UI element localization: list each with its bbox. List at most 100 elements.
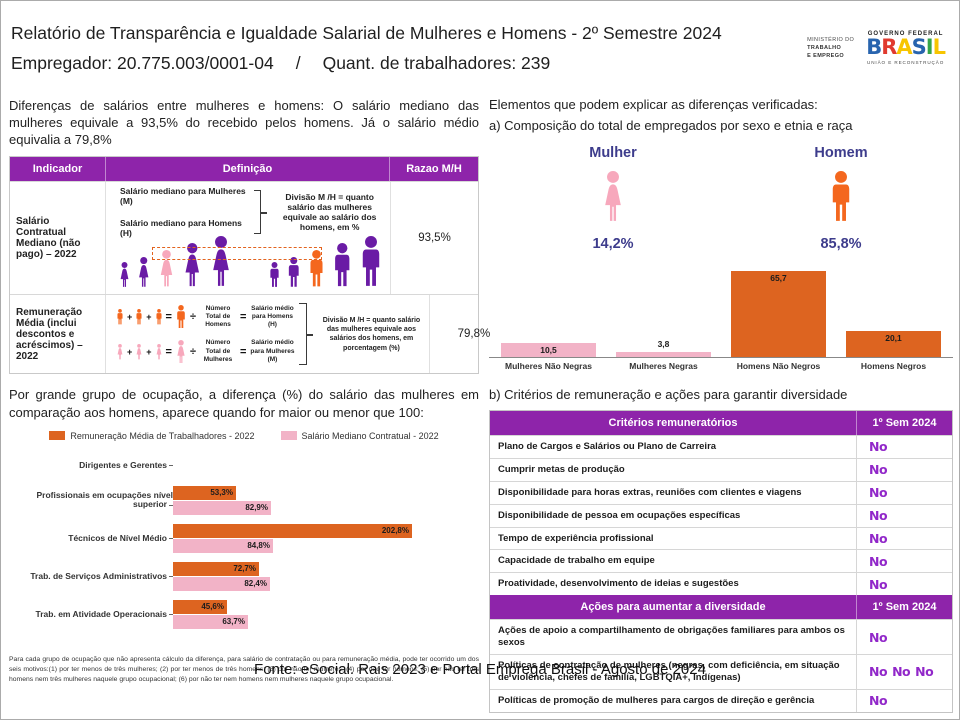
definition-cell: + + = ÷ Número Total de Homens = Salário… <box>106 295 429 373</box>
bar: 202,8% <box>173 523 412 538</box>
occupation-bars: 53,3% 82,9% <box>173 485 271 515</box>
criteria-row: Plano de Cargos e Salários ou Plano de C… <box>490 435 952 458</box>
bar <box>616 352 711 357</box>
chart-legend: Remuneração Média de Trabalhadores - 202… <box>9 431 479 441</box>
nao-icon: No <box>869 553 888 569</box>
brasil-letter: A <box>896 35 912 59</box>
mulher-percentage: 14,2% <box>592 236 634 252</box>
ministry-line: TRABALHO <box>807 44 842 51</box>
criteria-row: Tempo de experiência profissional No <box>490 526 952 550</box>
male-icon <box>155 309 162 325</box>
legend-label: Salário Mediano Contratual - 2022 <box>301 430 439 441</box>
occupation-row: Profissionais em ocupações nível superio… <box>9 485 479 515</box>
criteria-label: Políticas de contratação de mulheres (ne… <box>498 659 840 683</box>
mulher-block: Mulher 14,2% <box>553 145 673 252</box>
bar: 72,7% <box>173 561 259 576</box>
nao-icon: No <box>869 693 888 709</box>
nao-icon: No <box>869 485 888 501</box>
actions-period: 1º Sem 2024 <box>856 595 952 620</box>
occupation-row: Dirigentes e Gerentes <box>9 455 479 477</box>
bar: 53,3% <box>173 485 236 500</box>
criteria-row: Políticas de promoção de mulheres para c… <box>490 688 952 712</box>
composition-bar-slot: 20,1 <box>836 265 951 357</box>
nao-icon: No <box>869 530 888 546</box>
chart-footnote: Para cada grupo de ocupação que não apre… <box>9 655 479 684</box>
occupation-label: Trab. em Atividade Operacionais <box>9 609 173 619</box>
occupation-intro: Por grande grupo de ocupação, a diferenç… <box>9 387 479 420</box>
male-icon <box>362 236 380 287</box>
government-logos: MINISTÉRIO DO TRABALHO E EMPREGO GOVERNO… <box>807 31 946 65</box>
homem-block: Homem 85,8% <box>781 145 901 252</box>
indicator-table-header: Indicador Definição Razao M/H <box>10 157 478 182</box>
homem-percentage: 85,8% <box>820 236 862 252</box>
definition-cell: Salário mediano para Mulheres (M) Salári… <box>106 182 390 294</box>
men-divisor-label: Número Total de Homens <box>205 305 231 329</box>
division-explainer: Divisão M /H = quanto salário das mulher… <box>282 192 377 233</box>
col-indicador: Indicador <box>10 157 106 182</box>
occupation-row: Trab. de Serviços Administrativos 72,7% 82… <box>9 561 479 591</box>
indicator-table: Indicador Definição Razao M/H Salário Co… <box>9 156 490 375</box>
female-icon <box>136 343 142 359</box>
bar-value-label: 20,1 <box>885 333 902 343</box>
women-result-label: Salário médio para Mulheres (M) <box>250 339 295 363</box>
median-highlight-box <box>152 247 322 261</box>
x-axis-label: Homens Não Negros <box>736 361 821 371</box>
nao-icon: No <box>869 576 888 592</box>
occupation-row: Técnicos de Nível Médio 202,8% 84,8% <box>9 523 479 553</box>
median-women-label: Salário mediano para Mulheres (M) <box>120 186 246 207</box>
col-razao: Razao M/H <box>406 163 462 176</box>
ministry-line: MINISTÉRIO DO <box>807 36 855 43</box>
status-cell: No <box>856 481 952 504</box>
status-cell: No <box>856 504 952 527</box>
nao-icon: No <box>869 629 888 645</box>
nao-icon: No <box>915 664 934 680</box>
bar: 82,4% <box>173 576 270 591</box>
occupation-label: Trab. de Serviços Administrativos <box>9 571 173 581</box>
occupation-label: Técnicos de Nível Médio <box>9 533 173 543</box>
criteria-row: Proatividade, desenvolvimento de ideias … <box>490 572 952 596</box>
criteria-row: Capacidade de trabalho em equipe No <box>490 549 952 573</box>
status-cell: No <box>856 458 952 481</box>
composition-bar-slot: 65,7 <box>721 265 836 357</box>
criteria-header: Critérios remuneratórios 1º Sem 2024 <box>490 411 952 435</box>
criteria-row: Políticas de contratação de mulheres (ne… <box>490 653 952 689</box>
criteria-label: Tempo de experiência profissional <box>498 532 654 544</box>
nao-icon: No <box>869 462 888 478</box>
criteria-label: Disponibilidade para horas extras, reuni… <box>498 486 802 498</box>
occupation-bars: 72,7% 82,4% <box>173 561 270 591</box>
criteria-label: Capacidade de trabalho em equipe <box>498 555 655 567</box>
criteria-label: Plano de Cargos e Salários ou Plano de C… <box>498 441 717 452</box>
criteria-header-label: Critérios remuneratórios <box>608 417 738 429</box>
nao-icon: No <box>869 439 888 455</box>
female-icon <box>213 236 229 287</box>
female-icon <box>605 171 621 221</box>
page-title: Relatório de Transparência e Igualdade S… <box>11 23 722 43</box>
criteria-label: Ações de apoio a compartilhamento de obr… <box>498 625 845 648</box>
bar <box>731 271 826 357</box>
elements-title: Elementos que podem explicar as diferenç… <box>489 97 818 112</box>
bar: 63,7% <box>173 614 248 629</box>
male-icon <box>117 309 123 325</box>
occupation-bar-chart: Dirigentes e Gerentes Profissionais em oc… <box>9 455 479 629</box>
occupation-row: Trab. em Atividade Operacionais 45,6% 63,7… <box>9 599 479 629</box>
criteria-period: 1º Sem 2024 <box>856 411 952 435</box>
criteria-label: Proatividade, desenvolvimento de ideias … <box>498 578 739 590</box>
actions-header: Ações para aumentar a diversidade 1º Sem… <box>490 595 952 620</box>
composition-bar-slot: 3,8 <box>606 265 721 357</box>
criteria-row: Cumprir metas de produção No <box>490 457 952 481</box>
male-icon <box>177 305 185 329</box>
page-subtitle: Empregador: 20.775.003/0001-04 / Quant. … <box>11 53 550 74</box>
nao-icon: No <box>869 664 888 680</box>
salary-difference-intro: Diferenças de salários entre mulheres e … <box>9 98 479 148</box>
brasil-letter: I <box>925 35 934 59</box>
female-icon <box>139 257 149 288</box>
actions-header-label: Ações para aumentar a diversidade <box>580 601 766 614</box>
bar-value-label: 10,5 <box>540 345 557 355</box>
left-column: Diferenças de salários entre mulheres e … <box>9 97 490 685</box>
nao-icon: No <box>892 664 911 680</box>
composition-x-axis: Mulheres Não Negras Mulheres Negras Homens… <box>489 361 953 371</box>
status-cell: No <box>856 689 952 712</box>
women-average-formula: + + = ÷ Número Total de Mulheres = Salár… <box>116 339 295 363</box>
division-explainer: Divisão M /H = quanto salário das mulher… <box>322 317 421 352</box>
